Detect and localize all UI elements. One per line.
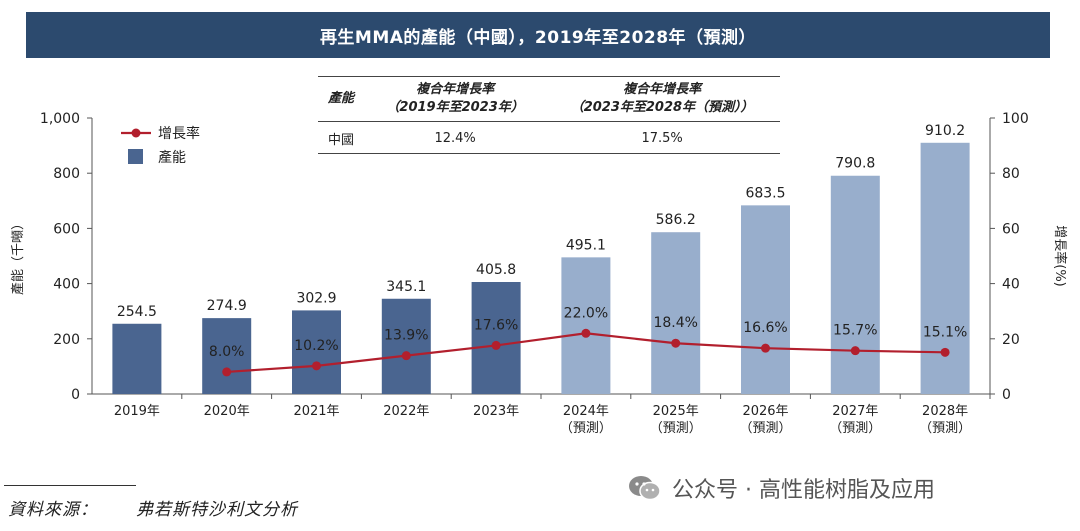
source-note: 資料來源： 弗若斯特沙利文分析 xyxy=(8,495,298,520)
x-tick-sublabel: （預測） xyxy=(829,421,881,436)
bar xyxy=(202,318,252,394)
growth-label: 15.1% xyxy=(923,324,967,340)
bar-value-label: 790.8 xyxy=(835,156,875,172)
growth-label: 22.0% xyxy=(564,305,608,321)
left-axis-title: 產能（千噸） xyxy=(10,217,26,295)
x-tick-label: 2028年 xyxy=(922,404,968,419)
growth-point xyxy=(761,343,770,353)
growth-label: 10.2% xyxy=(294,338,338,354)
bar-value-label: 586.2 xyxy=(656,212,696,228)
x-tick-label: 2024年 xyxy=(563,404,609,419)
x-tick-label: 2025年 xyxy=(653,404,699,419)
cagr-cell-2023-2028: 17.5% xyxy=(544,121,780,154)
source-value: 弗若斯特沙利文分析 xyxy=(136,500,298,520)
cagr-header-2023-2028: 複合年增長率 （2023年至2028年（預測）） xyxy=(544,76,780,122)
growth-label: 16.6% xyxy=(743,320,787,336)
legend-label-growth: 增長率 xyxy=(158,125,200,142)
left-axis-tick-label: 0 xyxy=(71,387,80,403)
bar-value-label: 345.1 xyxy=(386,279,426,295)
bar xyxy=(830,175,880,394)
bar-value-label: 254.5 xyxy=(117,304,157,320)
bar-value-label: 274.9 xyxy=(207,298,247,314)
bar xyxy=(381,298,431,394)
legend-square-marker xyxy=(128,149,143,164)
cagr-table: 產能 複合年增長率 （2019年至2023年） 複合年增長率 （2023年至20… xyxy=(318,76,780,154)
x-tick-label: 2022年 xyxy=(383,404,429,419)
cagr-header-2019-2023: 複合年增長率 （2019年至2023年） xyxy=(365,76,545,122)
combo-chart: 0 200 400 600 800 1,000 0 20 40 60 80 100 產能（千噸） 增長率(… xyxy=(10,111,1068,436)
x-tick-sublabel: （預測） xyxy=(919,421,971,436)
right-axis-tick-label: 60 xyxy=(1002,221,1020,237)
cagr-header-region: 產能 xyxy=(318,76,366,122)
growth-point xyxy=(850,346,860,356)
cagr-header-row: 產能 複合年增長率 （2019年至2023年） 複合年增長率 （2023年至20… xyxy=(318,76,780,122)
cagr-cell-region: 中國 xyxy=(318,121,366,154)
right-axis-tick-label: 0 xyxy=(1002,387,1011,403)
growth-point xyxy=(581,328,591,338)
x-tick-sublabel: （預測） xyxy=(739,421,791,436)
wechat-icon xyxy=(629,476,661,501)
bar-value-label: 910.2 xyxy=(925,123,965,139)
growth-point xyxy=(491,340,501,350)
x-tick-label: 2027年 xyxy=(832,404,878,419)
left-axis-tick-label: 200 xyxy=(53,332,80,348)
right-axis-tick-label: 20 xyxy=(1002,332,1020,348)
cagr-header-2019-2023-l2: （2019年至2023年） xyxy=(386,100,524,115)
bar xyxy=(292,310,341,394)
growth-point xyxy=(671,338,681,348)
legend-label-capacity: 產能 xyxy=(158,149,186,166)
growth-label: 18.4% xyxy=(653,315,697,331)
right-axis-tick-label: 80 xyxy=(1002,166,1020,182)
growth-label: 17.6% xyxy=(474,317,518,333)
left-axis-tick-label: 1,000 xyxy=(40,111,80,127)
growth-point xyxy=(222,367,232,377)
left-axis-tick-label: 800 xyxy=(53,166,80,182)
bar-value-label: 683.5 xyxy=(745,185,785,201)
cagr-cell-2019-2023: 12.4% xyxy=(365,121,545,154)
cagr-header-2023-2028-l2: （2023年至2028年（預測）） xyxy=(570,100,754,115)
x-tick-label: 2020年 xyxy=(204,404,250,419)
x-tick-sublabel: （預測） xyxy=(560,421,612,436)
left-axis-tick-label: 400 xyxy=(53,277,80,293)
cagr-header-2019-2023-l1: 複合年增長率 xyxy=(416,82,495,97)
chart-title: 再生MMA的產能（中國），2019年至2028年（預測） xyxy=(26,12,1050,58)
bar xyxy=(651,232,701,394)
bar-value-label: 405.8 xyxy=(476,262,516,278)
right-axis-tick-label: 40 xyxy=(1002,277,1020,293)
bar xyxy=(471,281,521,394)
bar xyxy=(741,205,790,394)
x-tick-sublabel: （預測） xyxy=(650,421,702,436)
cagr-header-2023-2028-l1: 複合年增長率 xyxy=(623,82,702,97)
growth-label: 13.9% xyxy=(384,328,428,344)
growth-point xyxy=(940,347,950,357)
left-axis-tick-label: 600 xyxy=(53,221,80,237)
growth-label: 8.0% xyxy=(209,344,245,360)
bar xyxy=(561,257,611,394)
right-axis-title: 增長率(%) xyxy=(1052,225,1068,287)
watermark-text: 公众号 · 高性能树脂及应用 xyxy=(672,478,935,503)
growth-label: 15.7% xyxy=(833,323,877,339)
bar-value-label: 302.9 xyxy=(296,290,336,306)
x-tick-label: 2023年 xyxy=(473,404,519,419)
x-tick-label: 2026年 xyxy=(742,404,788,419)
bar-value-label: 495.1 xyxy=(566,237,606,253)
bar xyxy=(112,323,162,394)
growth-point xyxy=(401,351,411,361)
source-label: 資料來源： xyxy=(8,500,98,520)
x-tick-label: 2019年 xyxy=(114,404,160,419)
legend-dot-marker xyxy=(131,128,141,138)
growth-point xyxy=(312,361,321,371)
x-tick-label: 2021年 xyxy=(293,404,339,419)
right-axis-tick-label: 100 xyxy=(1002,111,1029,127)
watermark: 公众号 · 高性能树脂及应用 xyxy=(628,472,935,504)
footer-divider xyxy=(4,485,136,486)
table-row: 中國 12.4% 17.5% xyxy=(318,121,780,154)
